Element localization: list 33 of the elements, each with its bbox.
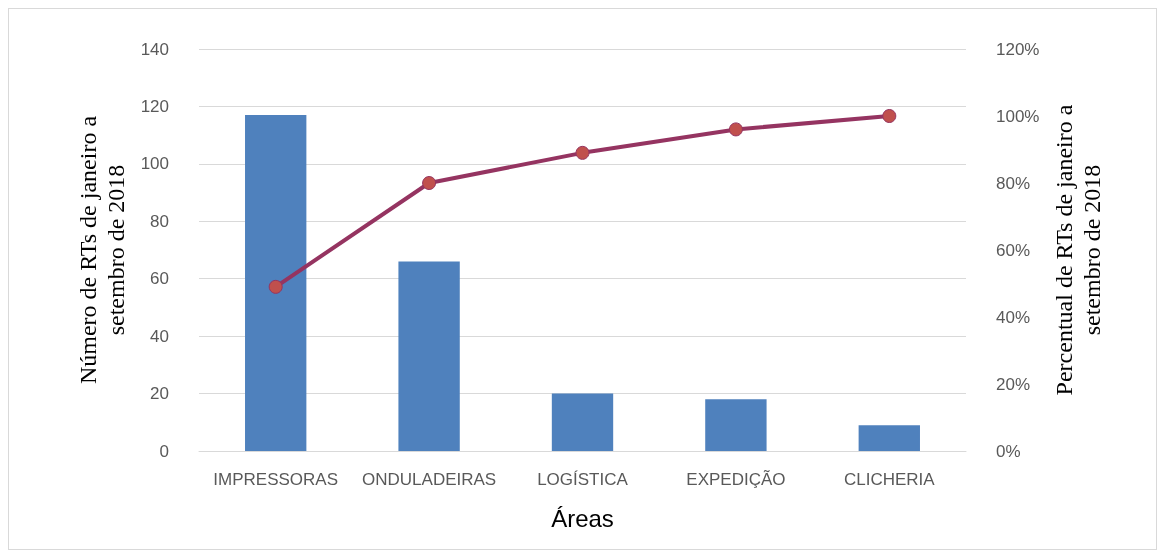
y-tick-label: 80 xyxy=(150,211,169,231)
bar xyxy=(705,399,767,451)
y2-tick-label: 60% xyxy=(996,240,1031,260)
y2-tick-label: 80% xyxy=(996,173,1031,193)
point xyxy=(575,145,590,160)
point xyxy=(268,279,283,294)
point xyxy=(728,122,743,137)
y-tick-label: 0 xyxy=(159,441,169,461)
point xyxy=(882,109,897,123)
x-tick-label: ONDULADEIRAS xyxy=(362,470,497,489)
x-axis-title: Áreas xyxy=(551,504,614,532)
x-tick-label: LOGÍSTICA xyxy=(537,470,629,489)
bar xyxy=(551,393,614,451)
x-tick-label: EXPEDIÇÃO xyxy=(686,470,786,489)
y-axis-title: Número de RTs de janeiro a setembro de 2018 xyxy=(74,115,129,385)
y-tick-label: 140 xyxy=(140,39,169,59)
bar xyxy=(245,115,307,451)
bar xyxy=(398,261,460,451)
bar xyxy=(858,425,920,451)
y-tick-label: 40 xyxy=(150,326,169,346)
y2-tick-label: 0% xyxy=(996,441,1021,461)
x-tick-label: IMPRESSORAS xyxy=(213,470,339,489)
x-tick-label: CLICHERIA xyxy=(843,470,936,489)
point xyxy=(422,176,437,190)
y2-tick-label: 20% xyxy=(996,374,1031,394)
y-tick-label: 60 xyxy=(150,269,169,289)
y2-tick-label: 120% xyxy=(996,39,1040,59)
y-tick-label: 100 xyxy=(140,154,169,174)
y2-tick-label: 100% xyxy=(996,106,1040,126)
y-tick-label: 120 xyxy=(140,96,169,116)
y-tick-label: 20 xyxy=(150,384,169,404)
y2-axis-title: Percentual de RTs de janeiro a setembro de 2018 xyxy=(1051,104,1106,396)
y2-tick-label: 40% xyxy=(996,307,1031,327)
